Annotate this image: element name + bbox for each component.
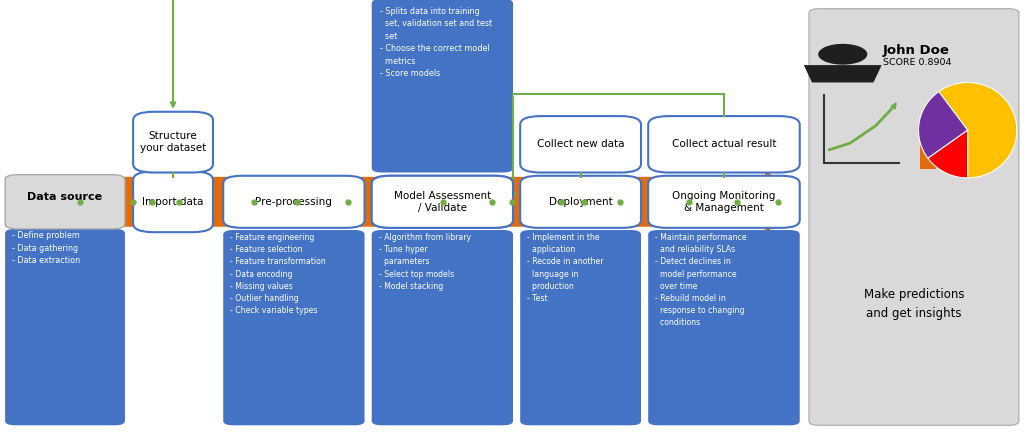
FancyBboxPatch shape	[133, 112, 213, 172]
FancyBboxPatch shape	[809, 9, 1019, 425]
Text: Pre-processing: Pre-processing	[255, 197, 333, 207]
Text: Import data: Import data	[142, 197, 204, 207]
FancyBboxPatch shape	[648, 116, 800, 172]
Polygon shape	[939, 82, 1017, 178]
Text: Collect new data: Collect new data	[537, 139, 625, 149]
FancyBboxPatch shape	[372, 176, 513, 228]
Text: Data source: Data source	[28, 192, 102, 203]
FancyBboxPatch shape	[520, 116, 641, 172]
FancyBboxPatch shape	[372, 230, 513, 425]
Polygon shape	[928, 130, 968, 178]
Text: - Feature engineering
- Feature selection
- Feature transformation
- Data encodi: - Feature engineering - Feature selectio…	[230, 233, 327, 315]
Text: Make predictions
and get insights: Make predictions and get insights	[863, 288, 965, 320]
FancyBboxPatch shape	[5, 174, 125, 229]
Text: - Define problem
- Data gathering
- Data extraction: - Define problem - Data gathering - Data…	[12, 231, 81, 265]
Text: Model Assessment
/ Validate: Model Assessment / Validate	[394, 191, 490, 213]
Text: Collect actual result: Collect actual result	[672, 139, 776, 149]
Text: John Doe: John Doe	[883, 44, 949, 57]
Text: - Maintain performance
  and reliability SLAs
- Detect declines in
  model perfo: - Maintain performance and reliability S…	[655, 233, 746, 327]
FancyBboxPatch shape	[520, 176, 641, 228]
Polygon shape	[5, 169, 801, 234]
Text: - Splits data into training
  set, validation set and test
  set
- Choose the co: - Splits data into training set, validat…	[380, 7, 492, 78]
Text: Model / Algorithm: Model / Algorithm	[396, 197, 488, 207]
FancyBboxPatch shape	[223, 230, 365, 425]
FancyBboxPatch shape	[648, 176, 800, 228]
FancyBboxPatch shape	[223, 176, 365, 228]
FancyBboxPatch shape	[961, 141, 977, 169]
Polygon shape	[804, 65, 882, 82]
Text: Deployment: Deployment	[549, 197, 612, 207]
FancyBboxPatch shape	[520, 230, 641, 425]
FancyBboxPatch shape	[920, 145, 936, 169]
FancyBboxPatch shape	[5, 229, 125, 425]
FancyBboxPatch shape	[940, 128, 956, 169]
Polygon shape	[919, 92, 968, 158]
FancyBboxPatch shape	[648, 230, 800, 425]
Text: Structure
your dataset: Structure your dataset	[140, 132, 206, 153]
Circle shape	[818, 44, 867, 65]
Text: - Algorithm from library
- Tune hyper
  parameters
- Select top models
- Model s: - Algorithm from library - Tune hyper pa…	[379, 233, 471, 291]
Text: SCORE 0.8904: SCORE 0.8904	[883, 58, 951, 67]
Text: - Implement in the
  application
- Recode in another
  language in
  production
: - Implement in the application - Recode …	[527, 233, 604, 303]
FancyBboxPatch shape	[372, 176, 513, 228]
Text: Ongoing Monitoring
& Management: Ongoing Monitoring & Management	[673, 191, 775, 213]
FancyBboxPatch shape	[981, 119, 997, 169]
FancyBboxPatch shape	[133, 171, 213, 232]
FancyBboxPatch shape	[372, 0, 513, 172]
